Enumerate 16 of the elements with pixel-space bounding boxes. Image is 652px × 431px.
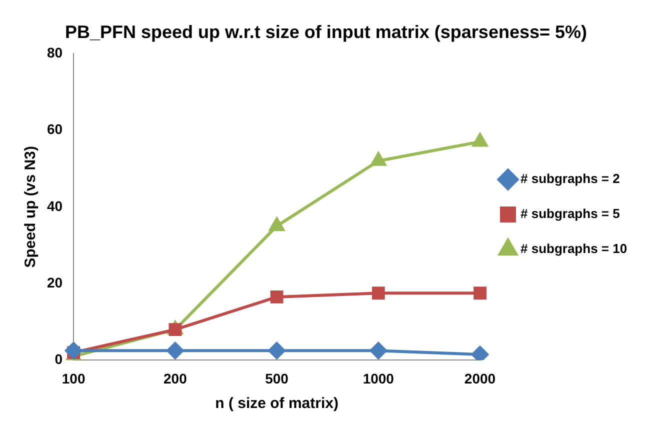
legend-label: # subgraphs = 5	[520, 206, 620, 222]
x-tick-label: 200	[164, 370, 188, 386]
x-tick-label: 1000	[362, 370, 394, 386]
x-tick-label: 100	[62, 370, 86, 386]
legend-label: # subgraphs = 10	[520, 241, 628, 256]
y-tick-label: 0	[54, 351, 63, 368]
chart-title: PB_PFN speed up w.r.t size of input matrix (sparseness= 5%)	[65, 22, 587, 42]
y-tick-label: 80	[46, 44, 63, 60]
y-tick-label: 40	[46, 198, 63, 214]
y-tick-label: 60	[46, 121, 63, 138]
y-axis-title: Speed up (vs N3)	[22, 146, 40, 268]
y-tick-label: 20	[46, 274, 63, 290]
legend-label: # subgraphs = 2	[520, 171, 620, 186]
x-axis-title: n ( size of matrix)	[215, 395, 338, 412]
x-tick-label: 2000	[464, 370, 496, 386]
x-tick-label: 500	[265, 370, 289, 386]
